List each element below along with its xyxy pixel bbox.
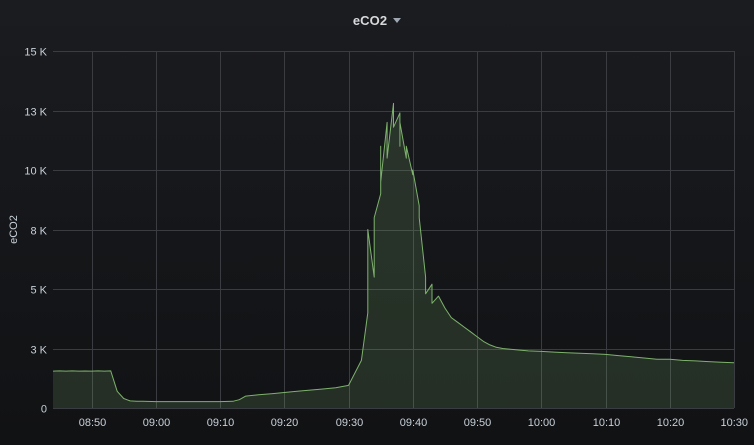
x-tick-label: 10:10 — [593, 417, 621, 429]
x-tick-label: 09:30 — [336, 417, 364, 429]
x-tick-label: 09:50 — [464, 417, 492, 429]
y-tick-label: 5 K — [30, 285, 47, 297]
y-tick-label: 13 K — [24, 107, 47, 119]
y-tick-label: 8 K — [30, 226, 47, 238]
series-area — [53, 103, 734, 409]
panel-title[interactable]: eCO2 — [352, 12, 388, 28]
x-tick-label: 10:20 — [657, 417, 685, 429]
x-tick-label: 10:00 — [528, 417, 556, 429]
x-tick-label: 09:10 — [207, 417, 235, 429]
y-tick-label: 3 K — [30, 345, 47, 357]
y-tick-label: 0 — [41, 404, 47, 416]
series-line[interactable] — [52, 102, 735, 403]
x-tick-label: 10:30 — [720, 417, 748, 429]
y-tick-label: 10 K — [24, 166, 47, 178]
x-tick-label: 09:00 — [143, 417, 171, 429]
y-axis-title: eCO2 — [8, 215, 20, 244]
caret-down-icon[interactable] — [393, 18, 402, 23]
x-tick-label: 09:40 — [400, 417, 428, 429]
panel-header[interactable]: eCO2 — [0, 8, 754, 32]
y-tick-label: 15 K — [24, 47, 47, 59]
x-tick-label: 09:20 — [271, 417, 299, 429]
x-tick-label: 08:50 — [79, 417, 107, 429]
